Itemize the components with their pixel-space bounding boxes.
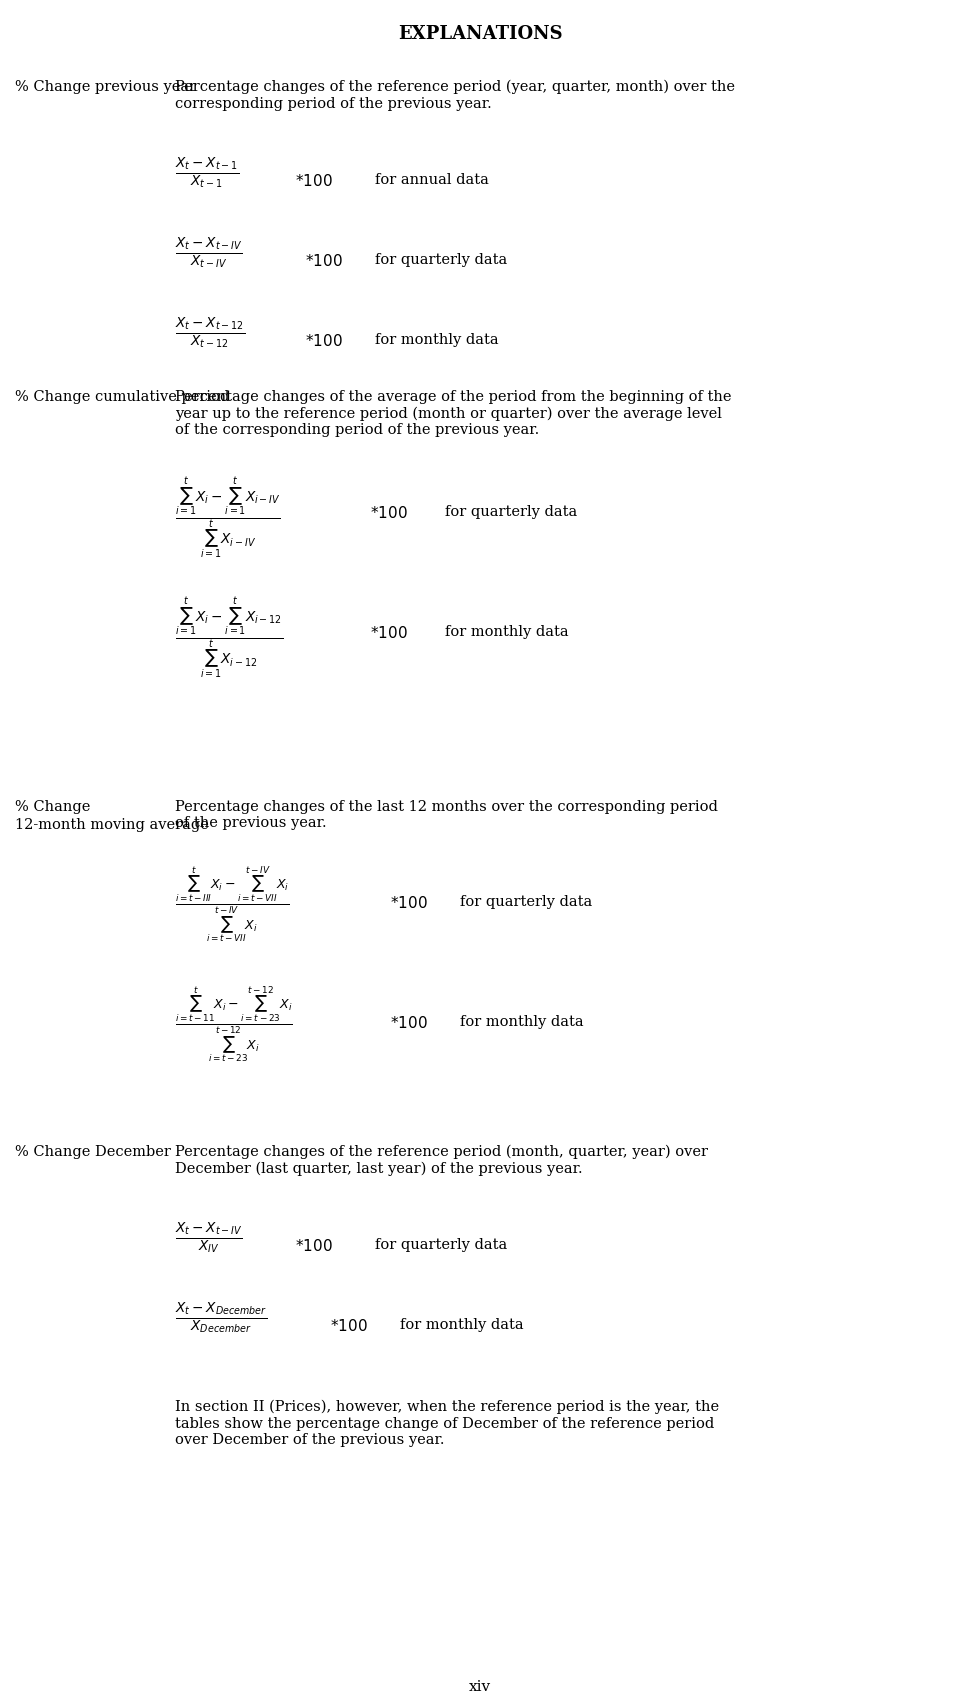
Text: for quarterly data: for quarterly data — [445, 505, 577, 519]
Text: 12-month moving average: 12-month moving average — [15, 818, 209, 831]
Text: Percentage changes of the reference period (month, quarter, year) over
December : Percentage changes of the reference peri… — [175, 1145, 708, 1176]
Text: $*100$: $*100$ — [295, 172, 333, 189]
Text: $\frac{X_{t} - X_{t-12}}{X_{t-12}}$: $\frac{X_{t} - X_{t-12}}{X_{t-12}}$ — [175, 316, 245, 350]
Text: % Change December: % Change December — [15, 1145, 171, 1159]
Text: $*100$: $*100$ — [370, 505, 408, 521]
Text: EXPLANATIONS: EXPLANATIONS — [397, 26, 563, 43]
Text: $*100$: $*100$ — [370, 625, 408, 642]
Text: for monthly data: for monthly data — [400, 1318, 523, 1331]
Text: for monthly data: for monthly data — [375, 333, 498, 347]
Text: In section II (Prices), however, when the reference period is the year, the
tabl: In section II (Prices), however, when th… — [175, 1400, 719, 1448]
Text: $\frac{\sum_{i=1}^{t} X_{i} - \sum_{i=1}^{t} X_{i-IV}}{\sum_{i=1}^{t} X_{i-IV}}$: $\frac{\sum_{i=1}^{t} X_{i} - \sum_{i=1}… — [175, 475, 280, 560]
Text: % Change previous year: % Change previous year — [15, 80, 196, 94]
Text: Percentage changes of the average of the period from the beginning of the
year u: Percentage changes of the average of the… — [175, 389, 732, 437]
Text: Percentage changes of the last 12 months over the corresponding period
of the pr: Percentage changes of the last 12 months… — [175, 801, 718, 830]
Text: Percentage changes of the reference period (year, quarter, month) over the
corre: Percentage changes of the reference peri… — [175, 80, 735, 111]
Text: $\frac{X_{t} - X_{t-IV}}{X_{t-IV}}$: $\frac{X_{t} - X_{t-IV}}{X_{t-IV}}$ — [175, 236, 243, 270]
Text: for quarterly data: for quarterly data — [460, 894, 592, 910]
Text: $*100$: $*100$ — [295, 1238, 333, 1255]
Text: for quarterly data: for quarterly data — [375, 253, 507, 266]
Text: for annual data: for annual data — [375, 172, 489, 188]
Text: $*100$: $*100$ — [305, 333, 343, 348]
Text: $*100$: $*100$ — [390, 1016, 427, 1031]
Text: % Change: % Change — [15, 801, 90, 814]
Text: for monthly data: for monthly data — [460, 1016, 584, 1029]
Text: $*100$: $*100$ — [305, 253, 343, 270]
Text: for quarterly data: for quarterly data — [375, 1238, 507, 1251]
Text: $*100$: $*100$ — [390, 894, 427, 912]
Text: $\frac{X_{t} - X_{t-1}}{X_{t-1}}$: $\frac{X_{t} - X_{t-1}}{X_{t-1}}$ — [175, 155, 239, 189]
Text: for monthly data: for monthly data — [445, 625, 568, 638]
Text: xiv: xiv — [468, 1680, 492, 1693]
Text: $\frac{\sum_{i=1}^{t} X_{i} - \sum_{i=1}^{t} X_{i-12}}{\sum_{i=1}^{t} X_{i-12}}$: $\frac{\sum_{i=1}^{t} X_{i} - \sum_{i=1}… — [175, 596, 283, 679]
Text: $*100$: $*100$ — [330, 1318, 368, 1333]
Text: $\frac{\sum_{i=t-III}^{t} X_{i} - \sum_{i=t-VII}^{t-IV} X_{i}}{\sum_{i=t-VII}^{t: $\frac{\sum_{i=t-III}^{t} X_{i} - \sum_{… — [175, 865, 290, 946]
Text: % Change cumulative period: % Change cumulative period — [15, 389, 229, 405]
Text: $\frac{X_{t} - X_{t-IV}}{X_{IV}}$: $\frac{X_{t} - X_{t-IV}}{X_{IV}}$ — [175, 1221, 243, 1255]
Text: $\frac{X_{t} - X_{December}}{X_{December}}$: $\frac{X_{t} - X_{December}}{X_{December… — [175, 1301, 267, 1335]
Text: $\frac{\sum_{i=t-11}^{t} X_{i} - \sum_{i=t-23}^{t-12} X_{i}}{\sum_{i=t-23}^{t-12: $\frac{\sum_{i=t-11}^{t} X_{i} - \sum_{i… — [175, 985, 293, 1065]
